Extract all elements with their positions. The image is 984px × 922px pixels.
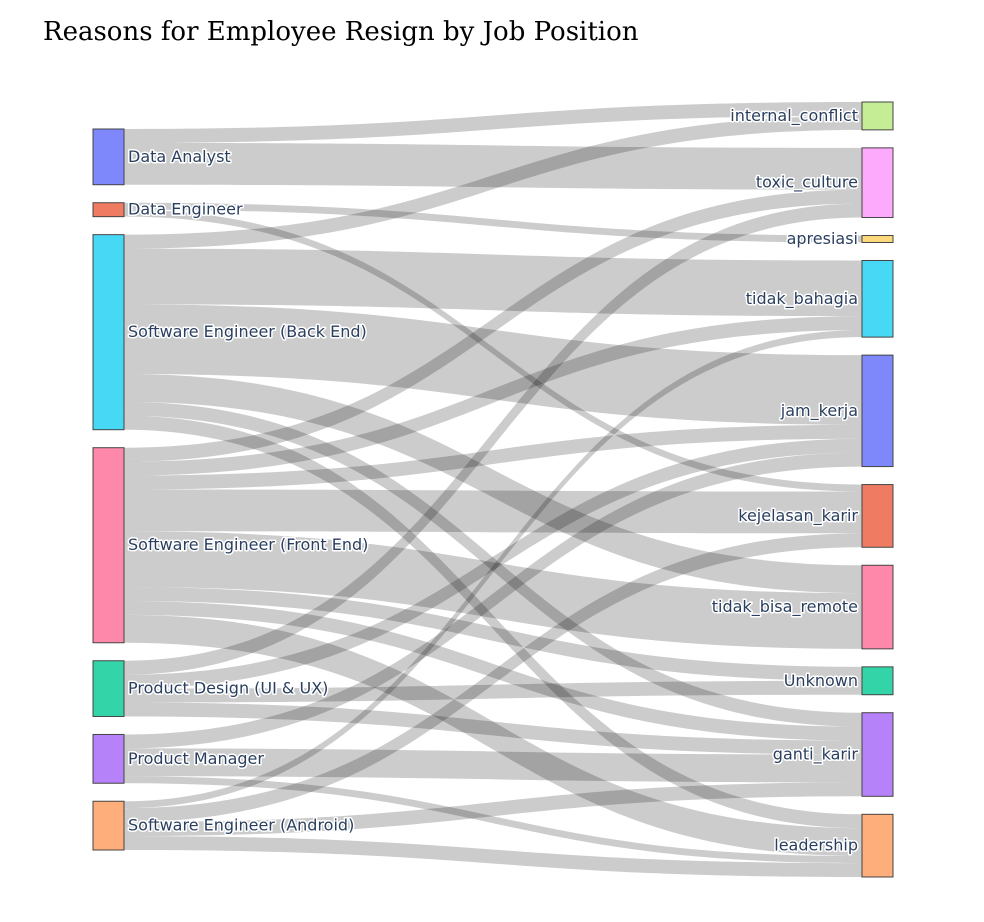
- source-label-software-engineer-android: Software Engineer (Android): [128, 816, 354, 835]
- target-label-tidak-bisa-remote: tidak_bisa_remote: [712, 597, 858, 617]
- link-software-engineer-front-end-to-leadership: [124, 614, 862, 857]
- link-product-design-ui-ux-to-unknown: [124, 680, 862, 703]
- link-software-engineer-back-end-to-leadership: [124, 415, 862, 829]
- source-node-software-engineer-back-end: [92, 234, 125, 431]
- target-node-leadership: [861, 813, 894, 878]
- target-node-kejelasan-karir: [861, 484, 894, 548]
- target-label-internal-conflict: internal_conflict: [730, 106, 858, 126]
- link-data-analyst-to-internal-conflict: [124, 102, 862, 143]
- target-label-tidak-bahagia: tidak_bahagia: [746, 289, 858, 309]
- target-label-jam-kerja: jam_kerja: [780, 401, 858, 421]
- link-software-engineer-front-end-to-toxic-culture: [124, 189, 862, 462]
- target-node-toxic-culture: [861, 147, 894, 219]
- source-node-software-engineer-front-end: [92, 447, 125, 644]
- link-software-engineer-back-end-to-tidak-bahagia: [124, 248, 862, 317]
- link-software-engineer-back-end-to-jam-kerja: [124, 304, 862, 425]
- chart-title: Reasons for Employee Resign by Job Posit…: [43, 17, 639, 47]
- source-label-product-manager: Product Manager: [128, 749, 264, 768]
- target-node-tidak-bisa-remote: [861, 564, 894, 650]
- source-label-software-engineer-back-end: Software Engineer (Back End): [128, 322, 367, 341]
- source-label-data-engineer: Data Engineer: [128, 200, 243, 219]
- link-software-engineer-android-to-leadership: [124, 836, 862, 877]
- target-label-ganti-karir: ganti_karir: [773, 745, 859, 765]
- source-node-product-design-ui-ux: [92, 660, 125, 717]
- target-node-unknown: [861, 666, 894, 696]
- link-software-engineer-back-end-to-ganti-karir: [124, 401, 862, 727]
- link-product-manager-to-ganti-karir: [124, 748, 862, 783]
- link-data-analyst-to-toxic-culture: [124, 142, 862, 190]
- source-label-software-engineer-front-end: Software Engineer (Front End): [128, 535, 368, 554]
- link-product-design-ui-ux-to-jam-kerja: [124, 438, 862, 689]
- link-software-engineer-back-end-to-tidak-bisa-remote: [124, 373, 862, 594]
- link-data-engineer-to-apresiasi: [124, 202, 862, 243]
- target-node-ganti-karir: [861, 712, 894, 797]
- target-node-internal-conflict: [861, 101, 894, 131]
- links-layer: [124, 102, 862, 877]
- link-software-engineer-front-end-to-unknown: [124, 587, 862, 681]
- link-software-engineer-android-to-tidak-bahagia: [124, 330, 862, 809]
- source-label-product-design-ui-ux: Product Design (UI & UX): [128, 679, 328, 698]
- link-software-engineer-front-end-to-jam-kerja: [124, 424, 862, 490]
- target-label-apresiasi: apresiasi: [787, 229, 858, 248]
- link-product-design-ui-ux-to-toxic-culture: [124, 203, 862, 675]
- target-label-kejelasan-karir: kejelasan_karir: [738, 506, 858, 526]
- link-software-engineer-back-end-to-internal-conflict: [124, 115, 862, 249]
- link-data-engineer-to-kejelasan-karir: [124, 209, 862, 492]
- target-node-tidak-bahagia: [861, 259, 894, 338]
- source-node-data-engineer: [92, 202, 125, 218]
- target-node-apresiasi: [861, 235, 894, 243]
- source-node-data-analyst: [92, 128, 125, 186]
- link-software-engineer-front-end-to-tidak-bisa-remote: [124, 531, 862, 649]
- link-software-engineer-front-end-to-tidak-bahagia: [124, 316, 862, 476]
- target-label-unknown: Unknown: [784, 671, 858, 690]
- link-product-manager-to-leadership: [124, 776, 862, 864]
- nodes-layer: [92, 101, 894, 878]
- source-node-software-engineer-android: [92, 800, 125, 851]
- source-node-product-manager: [92, 733, 125, 784]
- link-product-design-ui-ux-to-ganti-karir: [124, 702, 862, 755]
- source-label-data-analyst: Data Analyst: [128, 147, 231, 166]
- link-software-engineer-android-to-ganti-karir: [124, 782, 862, 837]
- target-label-leadership: leadership: [774, 836, 858, 855]
- link-product-manager-to-jam-kerja: [124, 452, 862, 749]
- target-node-jam-kerja: [861, 354, 894, 468]
- labels-layer: Data Analyst Data Engineer Software Engine…: [127, 104, 860, 856]
- target-label-toxic-culture: toxic_culture: [756, 173, 858, 193]
- link-software-engineer-front-end-to-kejelasan-karir: [124, 489, 862, 534]
- link-software-engineer-front-end-to-ganti-karir: [124, 600, 862, 741]
- link-software-engineer-android-to-kejelasan-karir: [124, 533, 862, 823]
